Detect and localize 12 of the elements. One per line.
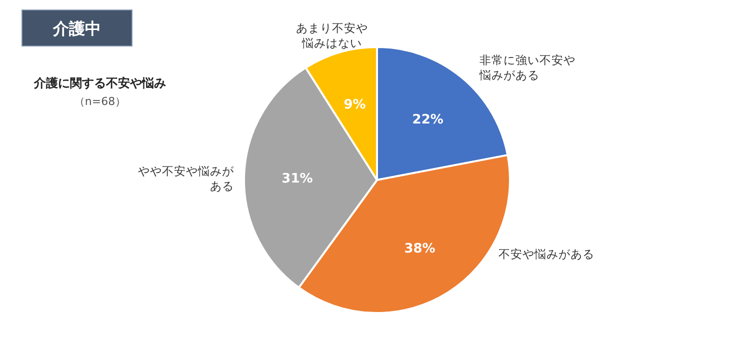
slice-label: やや不安や悩みがある [138, 164, 236, 193]
data-label: 38% [404, 241, 436, 256]
chart-title: 介護中 [52, 19, 101, 38]
data-label: 31% [282, 171, 313, 186]
slice-label: 不安や悩みがある [498, 246, 594, 261]
title: 介護中 [22, 10, 132, 46]
slice-label: あまり不安や悩みはない [296, 21, 368, 50]
data-label: 9% [344, 97, 366, 112]
data-label: 22% [412, 112, 444, 128]
text: （n=68） [74, 95, 126, 108]
text: 介護に関する不安や悩み [33, 76, 166, 90]
slice-label: 非常に強い不安や悩みがある [478, 52, 576, 82]
